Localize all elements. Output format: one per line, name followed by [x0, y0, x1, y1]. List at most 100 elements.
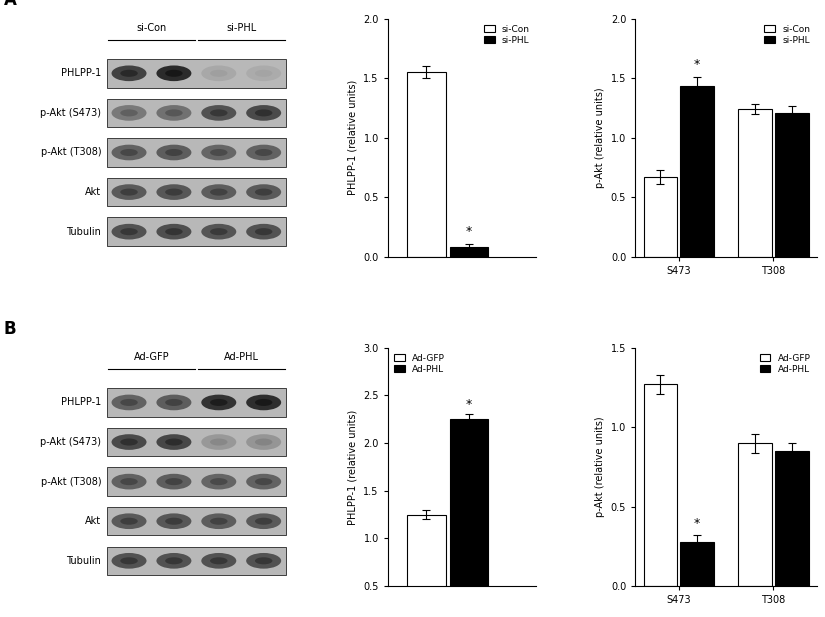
Bar [681, 542, 714, 586]
Ellipse shape [210, 70, 228, 77]
Ellipse shape [165, 149, 182, 156]
Ellipse shape [210, 518, 228, 524]
Bar [776, 451, 808, 586]
Text: p-Akt (S473): p-Akt (S473) [40, 108, 101, 118]
Ellipse shape [120, 149, 138, 156]
FancyBboxPatch shape [106, 217, 286, 246]
Ellipse shape [111, 434, 147, 450]
Ellipse shape [201, 434, 236, 450]
Ellipse shape [246, 224, 281, 239]
Ellipse shape [157, 65, 191, 81]
Text: *: * [694, 518, 700, 531]
Ellipse shape [201, 474, 236, 489]
Text: *: * [466, 397, 472, 410]
Ellipse shape [201, 513, 236, 529]
FancyBboxPatch shape [106, 467, 286, 496]
Legend: Ad-GFP, Ad-PHL: Ad-GFP, Ad-PHL [392, 352, 447, 376]
Ellipse shape [201, 553, 236, 569]
Ellipse shape [120, 557, 138, 565]
Bar [644, 177, 676, 257]
Ellipse shape [201, 144, 236, 160]
Ellipse shape [210, 109, 228, 117]
Ellipse shape [210, 557, 228, 565]
Ellipse shape [165, 189, 182, 196]
Ellipse shape [157, 224, 191, 239]
Bar [407, 72, 446, 257]
Ellipse shape [255, 518, 272, 524]
Ellipse shape [246, 65, 281, 81]
Ellipse shape [201, 65, 236, 81]
Ellipse shape [157, 474, 191, 489]
Ellipse shape [157, 184, 191, 200]
Bar [407, 515, 446, 617]
Ellipse shape [120, 439, 138, 445]
Ellipse shape [201, 224, 236, 239]
FancyBboxPatch shape [106, 59, 286, 88]
Ellipse shape [120, 189, 138, 196]
Ellipse shape [165, 557, 182, 565]
FancyBboxPatch shape [106, 547, 286, 575]
Ellipse shape [157, 513, 191, 529]
Ellipse shape [246, 184, 281, 200]
Text: *: * [694, 58, 700, 71]
FancyBboxPatch shape [106, 99, 286, 127]
FancyBboxPatch shape [106, 178, 286, 206]
Bar [776, 113, 808, 257]
Ellipse shape [120, 518, 138, 524]
Ellipse shape [165, 518, 182, 524]
Bar [738, 109, 771, 257]
Ellipse shape [157, 144, 191, 160]
Text: Akt: Akt [85, 516, 101, 526]
FancyBboxPatch shape [106, 507, 286, 536]
Text: B: B [3, 320, 16, 338]
Ellipse shape [255, 189, 272, 196]
Ellipse shape [255, 149, 272, 156]
Text: *: * [466, 225, 472, 238]
Ellipse shape [255, 399, 272, 406]
Ellipse shape [111, 474, 147, 489]
Ellipse shape [111, 553, 147, 569]
Ellipse shape [255, 109, 272, 117]
Text: Tubulin: Tubulin [67, 226, 101, 237]
Text: p-Akt (S473): p-Akt (S473) [40, 437, 101, 447]
Ellipse shape [120, 399, 138, 406]
Text: Ad-GFP: Ad-GFP [134, 352, 169, 362]
Ellipse shape [246, 144, 281, 160]
Y-axis label: p-Akt (relative units): p-Akt (relative units) [596, 416, 606, 517]
Ellipse shape [255, 557, 272, 565]
Ellipse shape [255, 439, 272, 445]
Ellipse shape [165, 439, 182, 445]
Ellipse shape [120, 478, 138, 485]
Ellipse shape [201, 105, 236, 121]
Legend: si-Con, si-PHL: si-Con, si-PHL [482, 23, 532, 46]
FancyBboxPatch shape [106, 428, 286, 457]
FancyBboxPatch shape [106, 388, 286, 416]
Ellipse shape [111, 395, 147, 410]
Ellipse shape [210, 439, 228, 445]
Ellipse shape [210, 228, 228, 235]
Ellipse shape [246, 474, 281, 489]
Y-axis label: PHLPP-1 (relative units): PHLPP-1 (relative units) [348, 80, 358, 196]
Bar [644, 384, 676, 586]
Ellipse shape [157, 395, 191, 410]
Text: Tubulin: Tubulin [67, 556, 101, 566]
Ellipse shape [246, 395, 281, 410]
Ellipse shape [120, 228, 138, 235]
Ellipse shape [165, 478, 182, 485]
Text: p-Akt (T308): p-Akt (T308) [40, 147, 101, 157]
Ellipse shape [120, 109, 138, 117]
Ellipse shape [246, 105, 281, 121]
Ellipse shape [165, 228, 182, 235]
Ellipse shape [157, 105, 191, 121]
Text: p-Akt (T308): p-Akt (T308) [40, 476, 101, 487]
Legend: si-Con, si-PHL: si-Con, si-PHL [762, 23, 813, 46]
Ellipse shape [246, 434, 281, 450]
Y-axis label: PHLPP-1 (relative units): PHLPP-1 (relative units) [347, 409, 358, 524]
Y-axis label: p-Akt (relative units): p-Akt (relative units) [596, 88, 606, 188]
Bar [681, 86, 714, 257]
Ellipse shape [246, 513, 281, 529]
Text: si-PHL: si-PHL [226, 23, 257, 33]
Ellipse shape [255, 228, 272, 235]
Bar [450, 419, 488, 617]
Ellipse shape [201, 184, 236, 200]
